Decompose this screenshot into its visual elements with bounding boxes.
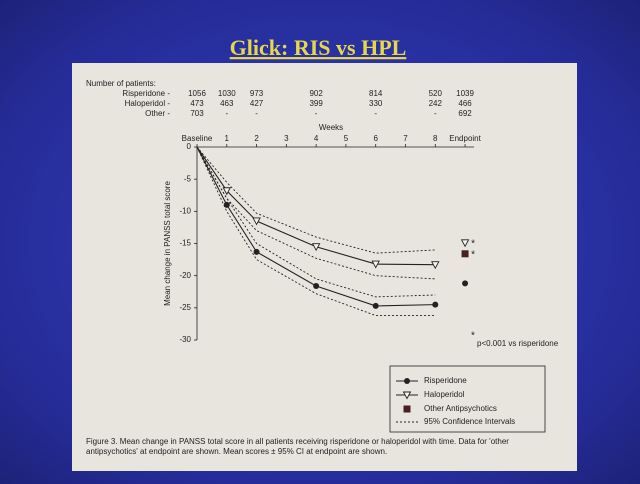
data-point: [311, 243, 321, 252]
legend-marker: [402, 391, 412, 400]
y-tick-label: -20: [179, 271, 191, 280]
table-cell: 1039: [456, 89, 474, 98]
data-point: [431, 261, 440, 270]
table-cell: 242: [429, 99, 443, 108]
ci-lower: [196, 146, 436, 317]
caption: Figure 3. Mean change in PANSS total sco…: [86, 437, 509, 456]
legend-label: Haloperidol: [424, 390, 465, 399]
x-tick-label: 3: [284, 134, 289, 143]
x-tick-label: Baseline: [182, 134, 213, 143]
table-cell: 692: [458, 109, 472, 118]
endpoint-point: [460, 239, 470, 248]
ci-lower: [196, 146, 436, 280]
footnote-symbol: *: [471, 331, 475, 342]
data-point: [253, 248, 260, 255]
table-cell: -: [225, 109, 228, 118]
x-tick-label: 6: [373, 134, 378, 143]
table-cell: 703: [190, 109, 204, 118]
table-cell: 902: [309, 89, 323, 98]
x-tick-label: Endpoint: [449, 134, 481, 143]
series-line: [196, 146, 436, 307]
data-point: [223, 201, 230, 208]
table-cell: -: [255, 109, 258, 118]
x-tick-label: 8: [433, 134, 438, 143]
table-cell: 1030: [218, 89, 236, 98]
x-axis-label: Weeks: [319, 123, 343, 132]
endpoint-point: [462, 280, 469, 287]
x-tick-label: 4: [314, 134, 319, 143]
table-heading: Number of patients:: [86, 79, 156, 88]
table-cell: 399: [309, 99, 323, 108]
x-tick-label: 5: [344, 134, 349, 143]
legend-label: Risperidone: [424, 376, 467, 385]
y-axis-label: Mean change in PANSS total score: [163, 181, 172, 306]
data-point: [222, 187, 232, 196]
table-cell: 814: [369, 89, 383, 98]
table-cell: 466: [458, 99, 472, 108]
y-tick-label: -5: [184, 174, 192, 183]
legend-label: 95% Confidence Intervals: [424, 417, 515, 426]
data-point: [371, 260, 380, 269]
x-tick-label: 2: [254, 134, 259, 143]
legend-box: [389, 365, 546, 433]
table-cell: 427: [250, 99, 264, 108]
table-cell: -: [374, 109, 377, 118]
data-point: [432, 301, 439, 308]
data-point: [372, 302, 379, 309]
legend-label: Other Antipsychotics: [424, 404, 497, 413]
y-tick-label: -30: [179, 335, 191, 344]
data-point: [313, 282, 320, 289]
table-row-label: Risperidone -: [122, 89, 170, 98]
legend-marker: [404, 378, 410, 384]
y-tick-label: 0: [187, 142, 192, 151]
table-cell: -: [434, 109, 437, 118]
table-cell: 473: [190, 99, 204, 108]
table-cell: -: [315, 109, 318, 118]
y-tick-label: -15: [179, 239, 191, 248]
y-tick-label: -25: [179, 303, 191, 312]
significance-star: *: [471, 249, 475, 260]
x-tick-label: 7: [403, 134, 408, 143]
table-cell: 1056: [188, 89, 206, 98]
y-tick-label: -10: [179, 206, 191, 215]
table-cell: 330: [369, 99, 383, 108]
paper: [72, 63, 577, 471]
legend-marker: [403, 405, 411, 413]
footnote-text: p<0.001 vs risperidone: [477, 339, 559, 348]
table-cell: 973: [250, 89, 264, 98]
table-row-label: Other -: [145, 109, 170, 118]
slide-title: Glick: RIS vs HPL: [230, 35, 407, 60]
x-tick-label: 1: [225, 134, 230, 143]
series-line: [196, 146, 436, 266]
table-cell: 520: [429, 89, 443, 98]
table-row-label: Haloperidol -: [125, 99, 171, 108]
data-point: [252, 217, 261, 226]
endpoint-point: [461, 250, 469, 258]
significance-star: *: [471, 238, 475, 249]
ci-upper: [196, 146, 436, 254]
table-cell: 463: [220, 99, 234, 108]
